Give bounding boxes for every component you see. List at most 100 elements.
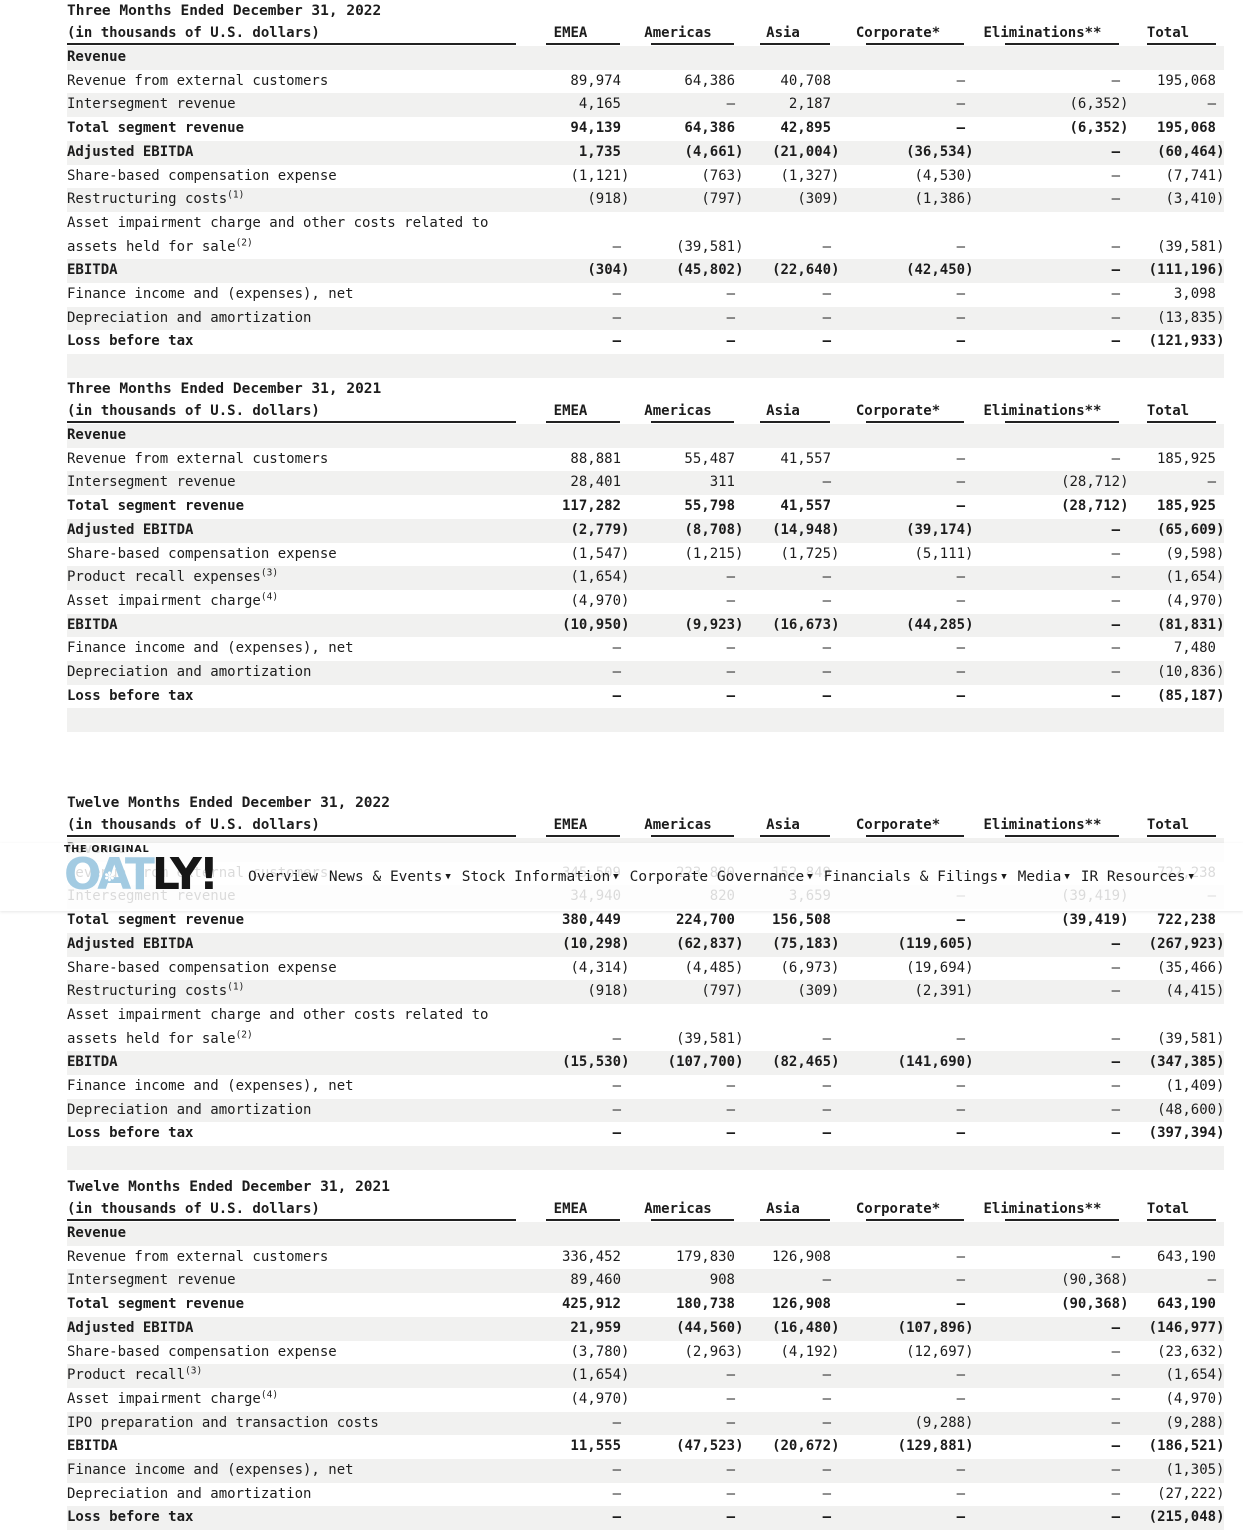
nav-item-ir-resources[interactable]: IR Resources ▼ xyxy=(1080,869,1194,885)
row-label: Revenue xyxy=(67,49,127,65)
column-header-total: Total xyxy=(1120,814,1224,838)
value-cell: 55,798 xyxy=(684,498,735,515)
value-cell: 185,925 xyxy=(1156,450,1216,467)
value-cell: (4,661) xyxy=(684,143,744,160)
value-cell: 643,190 xyxy=(1156,1296,1216,1313)
table-row: Share-based compensation expense (1,121) (… xyxy=(67,165,1225,189)
table-row: Revenue from external customers 89,974 64,… xyxy=(67,70,1224,94)
value-cell: (309) xyxy=(797,191,840,208)
value-cell: – xyxy=(726,1101,735,1118)
table-row: Loss before tax – – – – – (215,048) xyxy=(67,1506,1225,1531)
value-cell: – xyxy=(1111,1054,1120,1071)
value-cell: – xyxy=(726,1367,735,1384)
value-cell: (9,598) xyxy=(1165,545,1225,562)
column-header-emea: EMEA xyxy=(520,400,621,424)
value-cell: (4,970) xyxy=(570,1390,630,1407)
column-header-asia: Asia xyxy=(735,400,831,424)
column-header-americas: Americas xyxy=(621,814,735,838)
value-cell: – xyxy=(1111,959,1120,976)
nav-item-overview[interactable]: Overview xyxy=(248,869,318,885)
table-row: Restructuring costs(1) (918) (797) (309) (2,… xyxy=(67,980,1225,1004)
table-row: Share-based compensation expense (3,780) (… xyxy=(67,1341,1225,1365)
table-row: Restructuring costs(1) (918) (797) (309) (1,… xyxy=(67,188,1225,212)
value-cell: – xyxy=(956,474,965,491)
section-row: Revenue xyxy=(67,1222,1224,1246)
value-cell: – xyxy=(612,1462,621,1479)
value-cell: – xyxy=(822,474,831,491)
row-label: Intersegment revenue xyxy=(67,474,236,491)
value-cell: (1,409) xyxy=(1165,1078,1225,1095)
value-cell: – xyxy=(726,309,735,326)
value-cell: (918) xyxy=(587,983,630,1000)
value-cell: – xyxy=(1111,521,1120,538)
table-row: Depreciation and amortization – – – – – (27,22… xyxy=(67,1483,1225,1507)
column-header-total: Total xyxy=(1120,22,1224,46)
value-cell: (81,831) xyxy=(1157,616,1225,633)
value-cell: – xyxy=(956,1272,965,1289)
table-row: Asset impairment charge and other costs … xyxy=(67,1004,1225,1051)
value-cell: (1,215) xyxy=(684,545,744,562)
value-cell: – xyxy=(726,1462,735,1479)
value-cell: – xyxy=(726,592,735,609)
nav-item-stock-information[interactable]: Stock Information ▼ xyxy=(461,869,619,885)
value-cell: (90,368) xyxy=(1061,1272,1129,1289)
value-cell: (47,523) xyxy=(676,1438,744,1455)
value-cell: – xyxy=(956,309,965,326)
value-cell: – xyxy=(1207,474,1216,491)
value-cell: – xyxy=(1111,1438,1120,1455)
value-cell: – xyxy=(612,1078,621,1095)
units-label: (in thousands of U.S. dollars) xyxy=(67,22,520,46)
value-cell: – xyxy=(822,569,831,586)
units-label: (in thousands of U.S. dollars) xyxy=(67,1198,520,1222)
value-cell: (39,581) xyxy=(676,238,744,255)
row-label: Adjusted EBITDA xyxy=(67,521,194,538)
value-cell: (1,654) xyxy=(570,569,630,586)
value-cell: – xyxy=(822,238,831,255)
value-cell: (9,288) xyxy=(1165,1414,1225,1431)
nav-item-media[interactable]: Media ▼ xyxy=(1017,869,1070,885)
value-cell: – xyxy=(1111,592,1120,609)
value-cell: – xyxy=(822,1390,831,1407)
value-cell: – xyxy=(1111,1101,1120,1118)
row-label: Revenue xyxy=(67,427,127,443)
nav-item-financials-filings[interactable]: Financials & Filings ▼ xyxy=(823,869,1007,885)
value-cell: (4,970) xyxy=(1165,1390,1225,1407)
row-label: Adjusted EBITDA xyxy=(67,935,194,952)
value-cell: – xyxy=(1111,569,1120,586)
table-row: IPO preparation and transaction costs – – –… xyxy=(67,1411,1225,1436)
value-cell: (763) xyxy=(701,167,744,184)
value-cell: (10,950) xyxy=(562,616,630,633)
row-label: Finance income and (expenses), net xyxy=(67,1078,354,1095)
value-cell: – xyxy=(956,640,965,657)
value-cell: (1,305) xyxy=(1165,1462,1225,1479)
value-cell: (119,605) xyxy=(897,935,974,952)
value-cell: (1,386) xyxy=(914,191,974,208)
value-cell: – xyxy=(822,592,831,609)
value-cell: – xyxy=(822,309,831,326)
table-row: Loss before tax – – – – – (397,394) xyxy=(67,1122,1225,1146)
nav-item-news-events[interactable]: News & Events ▼ xyxy=(328,869,451,885)
value-cell: (1,547) xyxy=(570,545,630,562)
value-cell: (28,712) xyxy=(1061,498,1129,515)
value-cell: – xyxy=(822,1078,831,1095)
row-label: Total segment revenue xyxy=(67,498,245,515)
dropdown-caret-icon: ▼ xyxy=(445,872,451,882)
column-header-corporate: Corporate* xyxy=(831,22,965,46)
oatly-logo[interactable]: THE ORIGINAL OATLY! ✽ xyxy=(64,844,219,899)
value-cell: (23,632) xyxy=(1157,1343,1225,1360)
nav-item-corporate-governance[interactable]: Corporate Governance ▼ xyxy=(629,869,813,885)
value-cell: – xyxy=(726,640,735,657)
value-cell: (4,530) xyxy=(914,167,974,184)
nav-menu: Overview News & Events ▼ Stock Information ▼… xyxy=(248,843,1194,911)
row-label: Finance income and (expenses), net xyxy=(67,640,354,657)
value-cell: (397,394) xyxy=(1148,1125,1225,1142)
table-row: Revenue from external customers 88,881 55,… xyxy=(67,448,1224,472)
table-row: Depreciation and amortization – – – – – (48,60… xyxy=(67,1098,1225,1123)
sticky-navbar: THE ORIGINAL OATLY! ✽ Overview News & Eve… xyxy=(0,843,1243,911)
table-row: Depreciation and amortization – – – – – (13,83… xyxy=(67,306,1225,331)
value-cell: 1,735 xyxy=(578,143,621,160)
value-cell: 41,557 xyxy=(780,450,831,467)
row-label: Intersegment revenue xyxy=(67,1272,236,1289)
row-label: Finance income and (expenses), net xyxy=(67,1462,354,1479)
value-cell: – xyxy=(726,1509,735,1526)
